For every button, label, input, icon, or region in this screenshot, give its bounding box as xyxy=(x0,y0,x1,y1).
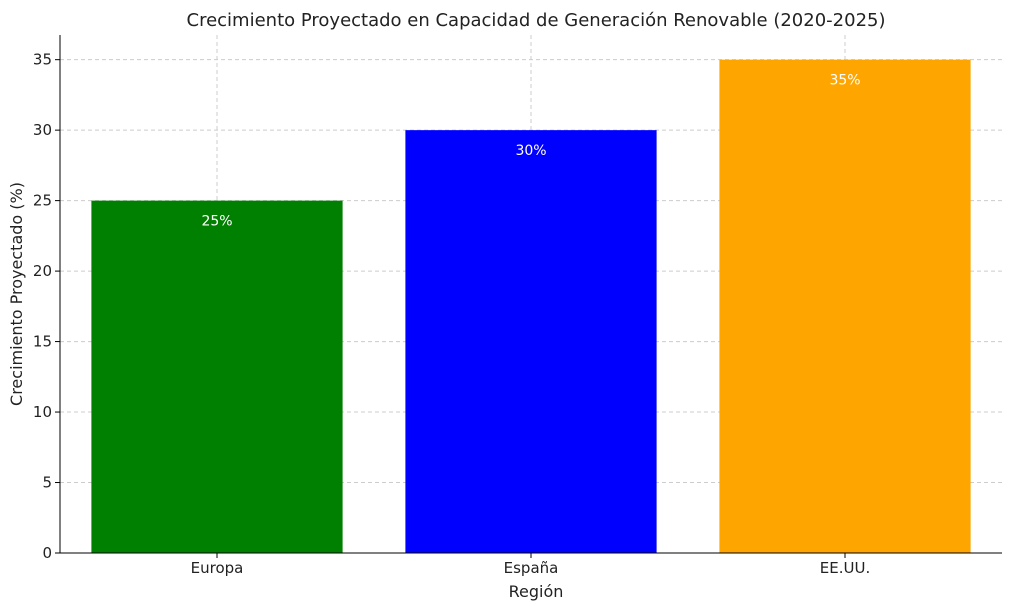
data-labels: 25% 30% 35% xyxy=(201,73,860,230)
y-tick-label: 20 xyxy=(33,262,52,280)
y-tick-label: 30 xyxy=(33,121,52,139)
y-tick-label: 15 xyxy=(33,333,52,351)
chart-title: Crecimiento Proyectado en Capacidad de G… xyxy=(187,10,886,31)
x-tick-label: España xyxy=(504,559,559,577)
bar-value-label: 35% xyxy=(829,73,860,89)
bar-value-label: 25% xyxy=(201,214,232,230)
y-tick-label: 10 xyxy=(33,403,52,421)
x-tick-label: EE.UU. xyxy=(820,559,870,577)
y-axis-label: Crecimiento Proyectado (%) xyxy=(7,182,26,406)
bar-2 xyxy=(405,130,657,553)
bars xyxy=(91,59,971,554)
bar-value-label: 30% xyxy=(515,143,546,159)
bar-3 xyxy=(719,59,971,554)
x-axis-label: Región xyxy=(509,582,564,601)
y-tick-label: 25 xyxy=(33,192,52,210)
bar-1 xyxy=(91,200,343,553)
y-tick-label: 0 xyxy=(42,544,52,562)
x-tick-label: Europa xyxy=(191,559,244,577)
ticks: 0 5 10 15 20 25 30 35 Europa España EE.UU. xyxy=(33,51,870,577)
y-tick-label: 35 xyxy=(33,51,52,69)
y-tick-label: 5 xyxy=(42,474,52,492)
